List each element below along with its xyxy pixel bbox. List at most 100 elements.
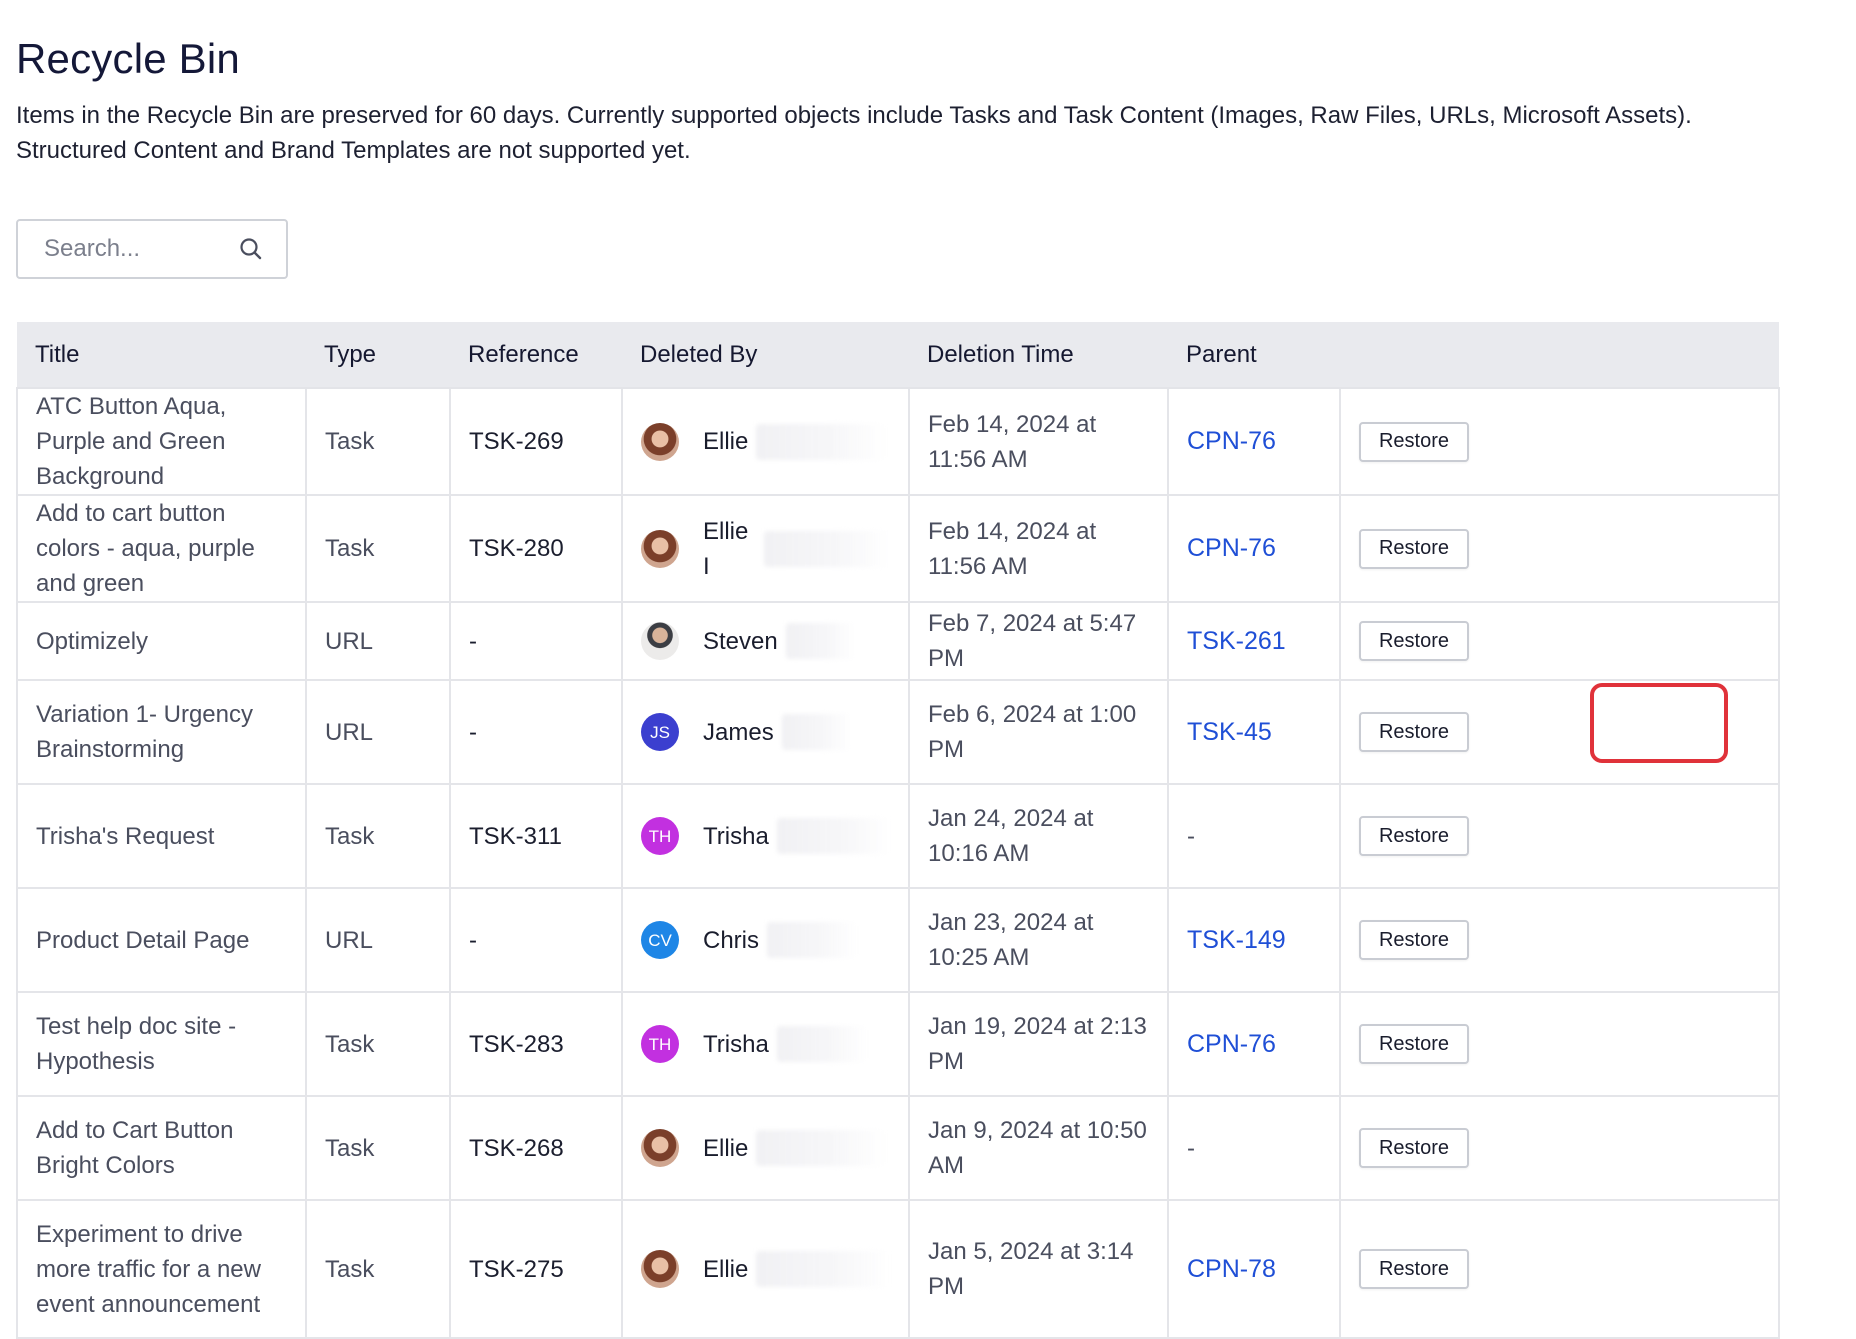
column-header-title[interactable]: Title	[17, 322, 306, 389]
cell-title: Add to cart button colors - aqua, purple…	[16, 494, 307, 603]
parent-link[interactable]: TSK-45	[1187, 717, 1272, 746]
cell-deletion-time: Jan 19, 2024 at 2:13 PM	[908, 991, 1169, 1097]
cell-deletion-time: Jan 5, 2024 at 3:14 PM	[908, 1199, 1169, 1339]
cell-type: Task	[305, 387, 451, 496]
user-name: Chris	[703, 926, 760, 954]
cell-deleted-by: Ellie I	[621, 494, 910, 603]
redacted-surname	[785, 623, 856, 659]
cell-deletion-time: Feb 14, 2024 at 11:56 AM	[908, 494, 1169, 603]
page-description: Items in the Recycle Bin are preserved f…	[16, 102, 1692, 164]
avatar	[641, 622, 679, 660]
table-row: Optimizely URL - Steven Feb 7, 2024 at 5…	[16, 601, 1780, 681]
cell-title: Trisha's Request	[16, 783, 307, 889]
restore-button-highlighted[interactable]: Restore	[1359, 712, 1469, 752]
parent-link[interactable]: CPN-76	[1187, 427, 1276, 455]
cell-action: Restore	[1339, 387, 1780, 496]
cell-parent: CPN-76	[1167, 387, 1341, 496]
table-row: Product Detail Page URL - CV Chris Jan 2…	[16, 887, 1780, 993]
cell-deletion-time: Jan 9, 2024 at 10:50 AM	[908, 1095, 1169, 1201]
user-name: Trisha	[703, 1030, 769, 1058]
column-header-parent[interactable]: Parent	[1168, 322, 1340, 389]
user-name: Ellie I	[703, 517, 749, 580]
cell-type: Task	[305, 494, 451, 603]
parent-link[interactable]: CPN-78	[1187, 1254, 1276, 1283]
search-icon[interactable]	[238, 236, 264, 262]
parent-link[interactable]: TSK-149	[1187, 925, 1286, 954]
cell-type: Task	[305, 991, 451, 1097]
column-header-actions	[1340, 322, 1779, 389]
redacted-surname	[776, 1026, 867, 1062]
search-input[interactable]	[42, 234, 238, 264]
avatar	[641, 529, 679, 568]
cell-deleted-by: Steven	[621, 601, 910, 681]
redacted-surname	[763, 530, 890, 567]
cell-deletion-time: Jan 24, 2024 at 10:16 AM	[908, 783, 1169, 889]
avatar: JS	[641, 713, 679, 751]
recycle-bin-page: Recycle Bin Items in the Recycle Bin are…	[16, 30, 1836, 1339]
user-name: Steven	[703, 627, 778, 655]
cell-parent: -	[1167, 1095, 1341, 1201]
cell-title: Product Detail Page	[16, 887, 307, 993]
user-name: Trisha	[703, 822, 769, 850]
table-row: Variation 1- Urgency Brainstorming URL -…	[16, 679, 1780, 785]
parent-link[interactable]: TSK-261	[1187, 626, 1286, 655]
redacted-surname	[781, 714, 852, 750]
table-row: Trisha's Request Task TSK-311 TH Trisha …	[16, 783, 1780, 889]
user-name: James	[703, 718, 774, 746]
table-row: Add to Cart Button Bright Colors Task TS…	[16, 1095, 1780, 1201]
parent-link[interactable]: CPN-76	[1187, 1029, 1276, 1058]
cell-reference: TSK-268	[449, 1095, 623, 1201]
cell-parent: TSK-261	[1167, 601, 1341, 681]
restore-button[interactable]: Restore	[1359, 1024, 1469, 1064]
restore-button[interactable]: Restore	[1359, 920, 1469, 960]
cell-parent: CPN-78	[1167, 1199, 1341, 1339]
restore-button[interactable]: Restore	[1359, 621, 1469, 661]
column-header-reference[interactable]: Reference	[450, 322, 622, 389]
cell-parent: CPN-76	[1167, 494, 1341, 603]
cell-reference: -	[449, 887, 623, 993]
avatar	[641, 422, 679, 461]
avatar	[641, 1129, 679, 1167]
cell-deleted-by: Ellie	[621, 387, 910, 496]
restore-button[interactable]: Restore	[1359, 421, 1469, 462]
table-header: Title Type Reference Deleted By Deletion…	[17, 322, 1779, 389]
cell-reference: TSK-269	[449, 387, 623, 496]
cell-parent: CPN-76	[1167, 991, 1341, 1097]
cell-title: Optimizely	[16, 601, 307, 681]
avatar: TH	[641, 1025, 679, 1063]
redacted-surname	[776, 818, 890, 854]
column-header-deletion-time[interactable]: Deletion Time	[909, 322, 1168, 389]
cell-reference: -	[449, 601, 623, 681]
cell-action: Restore	[1339, 601, 1780, 681]
table-row: ATC Button Aqua, Purple and Green Backgr…	[16, 387, 1780, 496]
search-box[interactable]	[16, 219, 288, 279]
cell-reference: TSK-311	[449, 783, 623, 889]
cell-reference: TSK-283	[449, 991, 623, 1097]
user-name: Ellie	[703, 428, 749, 455]
parent-link[interactable]: CPN-76	[1187, 534, 1276, 562]
cell-type: URL	[305, 601, 451, 681]
restore-button[interactable]: Restore	[1359, 816, 1469, 856]
cell-title: Test help doc site - Hypothesis	[16, 991, 307, 1097]
cell-deleted-by: JS James	[621, 679, 910, 785]
cell-action: Restore	[1339, 887, 1780, 993]
cell-action: Restore	[1339, 1199, 1780, 1339]
cell-type: Task	[305, 1095, 451, 1201]
cell-action: Restore	[1339, 494, 1780, 603]
column-header-deleted-by[interactable]: Deleted By	[622, 322, 909, 389]
cell-title: Add to Cart Button Bright Colors	[16, 1095, 307, 1201]
redacted-surname	[756, 423, 887, 460]
cell-action: Restore	[1339, 991, 1780, 1097]
table-row: Experiment to drive more traffic for a n…	[16, 1199, 1780, 1339]
cell-deleted-by: TH Trisha	[621, 991, 910, 1097]
restore-button[interactable]: Restore	[1359, 1128, 1469, 1168]
restore-button[interactable]: Restore	[1359, 1249, 1469, 1289]
restore-button[interactable]: Restore	[1359, 528, 1469, 569]
cell-parent: TSK-149	[1167, 887, 1341, 993]
cell-reference: TSK-275	[449, 1199, 623, 1339]
cell-action: Restore	[1339, 783, 1780, 889]
cell-deletion-time: Feb 7, 2024 at 5:47 PM	[908, 601, 1169, 681]
cell-type: URL	[305, 679, 451, 785]
cell-deletion-time: Feb 6, 2024 at 1:00 PM	[908, 679, 1169, 785]
column-header-type[interactable]: Type	[306, 322, 450, 389]
